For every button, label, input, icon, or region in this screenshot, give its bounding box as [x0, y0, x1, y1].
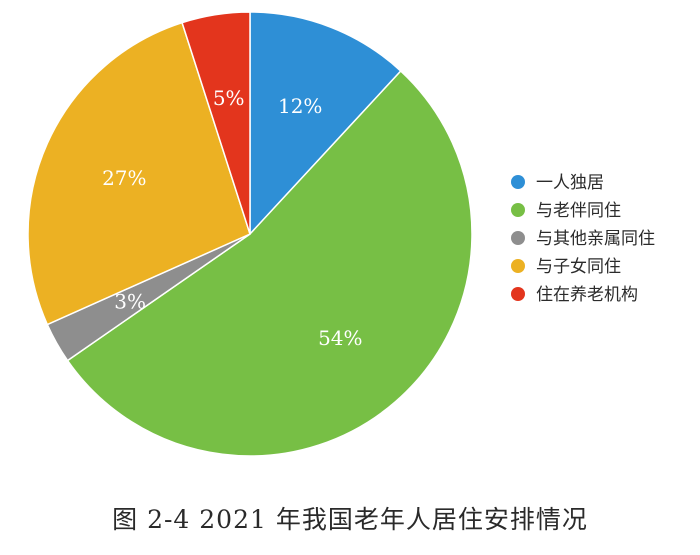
pie-slice-labels: 12% 54% 3% 27% 5%: [102, 86, 362, 350]
slice-label-2: 54%: [318, 326, 362, 350]
legend-label-4: 与子女同住: [536, 257, 621, 277]
pie-slice-2: [66, 69, 473, 457]
legend-label-2: 与老伴同住: [536, 201, 621, 221]
pie-slice-5: [181, 11, 251, 235]
pie-slice-4: [27, 21, 251, 326]
legend-label-3: 与其他亲属同住: [536, 229, 655, 249]
legend-marker-3: [511, 231, 525, 245]
slice-label-1: 12%: [278, 94, 322, 118]
legend-label-1: 一人独居: [536, 173, 604, 193]
legend-marker-5: [511, 287, 525, 301]
legend-marker-4: [511, 259, 525, 273]
chart-caption: 图 2-4 2021 年我国老年人居住安排情况: [112, 505, 588, 534]
legend-label-5: 住在养老机构: [536, 285, 638, 305]
pie-slices: [27, 11, 473, 457]
slice-label-4: 27%: [102, 166, 146, 190]
slice-label-3: 3%: [114, 290, 146, 314]
pie-slice-1: [249, 11, 402, 236]
legend-marker-2: [511, 203, 525, 217]
slice-label-5: 5%: [213, 86, 245, 110]
legend-marker-1: [511, 175, 525, 189]
